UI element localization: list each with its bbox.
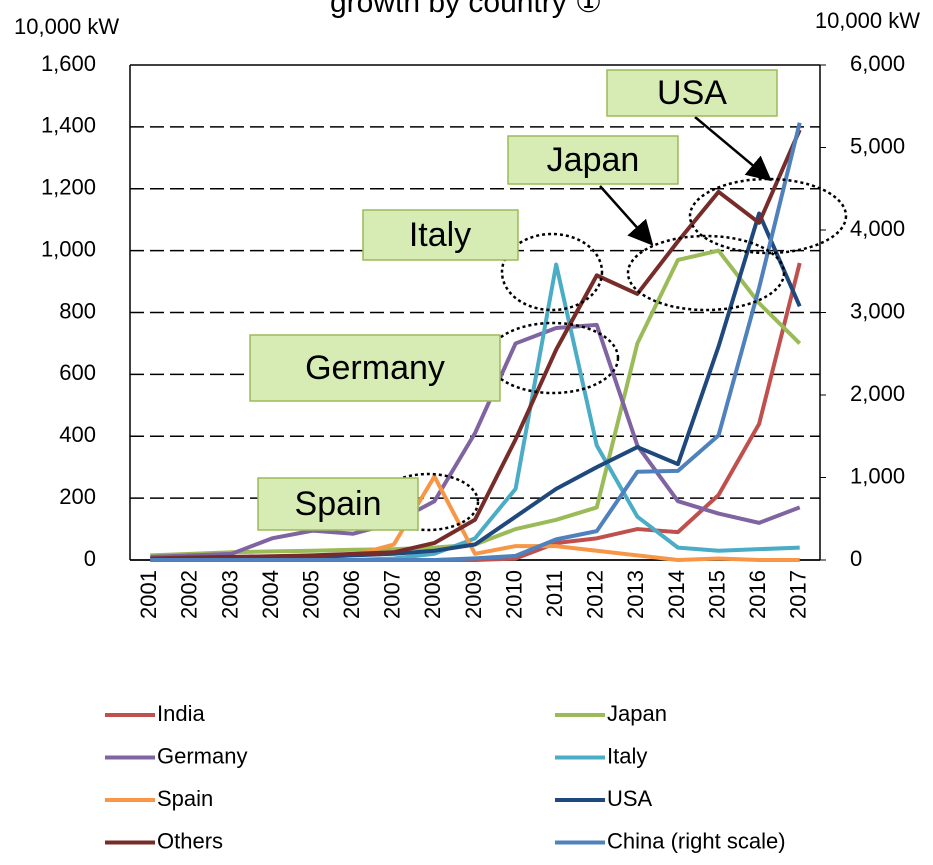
x-tick-label: 2008 [420,570,445,619]
x-tick-label: 2005 [298,570,323,619]
x-tick-label: 2009 [461,570,486,619]
y2-tick-label: 1,000 [850,463,905,488]
x-tick-label: 2013 [623,570,648,619]
x-tick-label: 2006 [339,570,364,619]
legend-label: Italy [607,743,647,768]
legend-label: Germany [157,743,247,768]
y2-tick-label: 2,000 [850,381,905,406]
x-tick-label: 2017 [786,570,811,619]
series-line [150,122,802,562]
callout-box [362,209,519,261]
annotation: USA [657,74,727,112]
callout-arrow [599,185,654,246]
x-tick-label: 2010 [501,570,526,619]
y-tick-label: 1,000 [41,236,96,261]
callout-box [249,334,501,402]
y-tick-label: 1,200 [41,175,96,200]
y-tick-label: 0 [84,546,96,571]
y2-tick-label: 5,000 [850,133,905,158]
y-tick-label: 400 [59,422,96,447]
y2-tick-label: 6,000 [850,51,905,76]
series-line [150,322,801,559]
callout-ellipse [376,472,480,532]
x-tick-label: 2002 [177,570,202,619]
annotation: Spain [295,485,382,523]
series-line [150,129,802,561]
legend-label: Others [157,828,223,853]
legend-label: China (right scale) [607,828,786,853]
y2-tick-label: 0 [850,546,862,571]
y-axis-label: 10,000 kW [14,14,119,39]
y-tick-label: 1,400 [41,113,96,138]
annotation: Italy [409,216,471,254]
legend-label: India [157,701,205,726]
x-tick-label: 2003 [217,570,242,619]
x-tick-label: 2011 [542,570,567,617]
x-tick-label: 2016 [745,570,770,619]
x-tick-label: 2015 [704,570,729,619]
y-tick-label: 800 [59,298,96,323]
x-tick-label: 2007 [380,570,405,619]
callout-ellipse [626,234,786,312]
callout-box [507,135,679,185]
annotation: Japan [547,141,640,179]
x-tick-label: 2004 [258,570,283,619]
y2-tick-label: 3,000 [850,298,905,323]
y2-tick-label: 4,000 [850,216,905,241]
y2-axis-label: 10,000 kW [815,8,920,33]
legend-label: USA [607,786,653,811]
legend-label: Japan [607,701,667,726]
x-tick-label: 2001 [136,570,161,619]
callout-box [257,477,419,531]
callout-ellipse [486,321,620,395]
y-tick-label: 200 [59,484,96,509]
x-tick-label: 2012 [583,570,608,619]
annotation: Germany [305,349,445,387]
callout-arrow [694,116,772,182]
y-tick-label: 1,600 [41,51,96,76]
x-tick-label: 2014 [664,570,689,619]
y-tick-label: 600 [59,360,96,385]
chart-title: growth by country ① [330,0,602,19]
callout-box [606,69,778,117]
legend-label: Spain [157,786,213,811]
annotations: USA Japan Italy Germany Spain [249,69,848,532]
callout-ellipse [500,232,604,312]
callout-ellipse [688,177,848,255]
